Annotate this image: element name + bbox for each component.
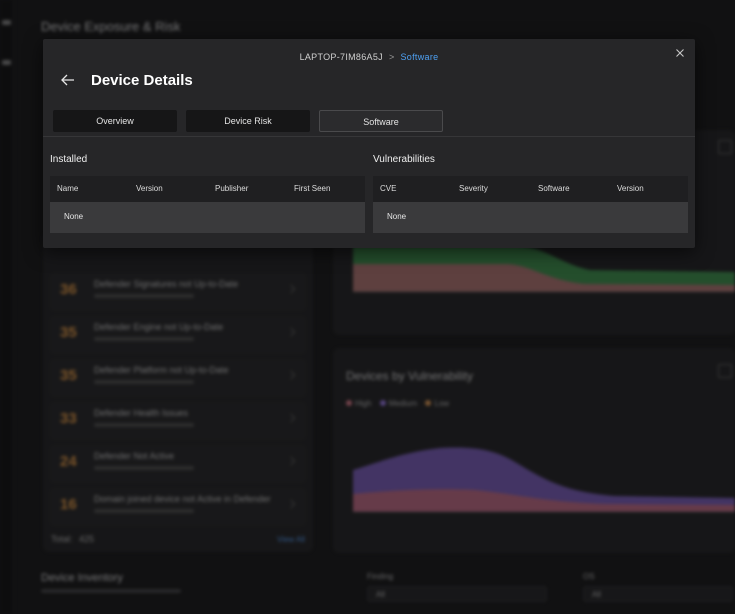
page-title: Device Details [91, 72, 193, 89]
vulnerability-chart-card [333, 348, 735, 553]
section-title: Device Exposure & Risk [41, 19, 181, 34]
column-header[interactable]: CVE [380, 184, 397, 193]
select-value: All [592, 590, 601, 599]
issue-row[interactable]: 24 Defender Not Active [50, 445, 306, 483]
issue-subtitle [94, 509, 194, 513]
divider [43, 136, 695, 137]
chevron-right-icon [286, 499, 296, 509]
column-header[interactable]: Severity [459, 184, 488, 193]
inventory-title: Device Inventory [41, 572, 123, 584]
chart-area-purple [353, 447, 735, 512]
issue-title: Defender Not Active [94, 451, 175, 461]
device-details-modal: LAPTOP-7IM86A5J > Software Device Details … [43, 39, 695, 248]
filter-label: Finding [367, 572, 394, 581]
chevron-right-icon [286, 413, 296, 423]
exposure-chart [353, 246, 735, 293]
total-label: Total: [51, 534, 73, 544]
chart-menu-icon[interactable] [718, 364, 732, 378]
breadcrumb-current[interactable]: Software [400, 52, 439, 62]
legend-dot [346, 400, 352, 406]
chart-area-green [353, 246, 735, 292]
issue-row[interactable]: 35 Defender Platform not Up-to-Date [50, 359, 306, 397]
issue-subtitle [94, 337, 194, 341]
issue-count: 35 [60, 367, 77, 384]
select-value: All [376, 590, 385, 599]
issue-row[interactable]: 16 Domain joined device not Active in De… [50, 488, 306, 526]
issue-row[interactable]: 36 Defender Signatures not Up-to-Date [50, 273, 306, 311]
column-header[interactable]: Name [57, 184, 79, 193]
issue-row[interactable]: 35 Defender Engine not Up-to-Date [50, 316, 306, 354]
issue-count: 33 [60, 410, 77, 427]
table-row: None [373, 202, 688, 233]
chart-legend: High Medium Low [340, 399, 449, 408]
breadcrumb: LAPTOP-7IM86A5J > Software [43, 52, 695, 62]
legend-label: High [355, 399, 372, 408]
column-header[interactable]: Version [617, 184, 644, 193]
issue-title: Defender Health Issues [94, 408, 189, 418]
legend-dot [425, 400, 432, 406]
issue-count: 16 [60, 496, 77, 513]
table-row: None [50, 202, 365, 233]
chart-title: Devices by Vulnerability [346, 369, 473, 383]
tab-software[interactable]: Software [319, 110, 443, 132]
chart-area-red [353, 264, 735, 292]
view-all-link[interactable]: View All [277, 535, 305, 544]
empty-message: None [64, 212, 84, 221]
issue-title: Defender Engine not Up-to-Date [94, 322, 224, 332]
empty-message: None [387, 212, 407, 221]
chevron-right-icon [286, 327, 296, 337]
issue-count: 24 [60, 453, 77, 470]
issue-count: 36 [60, 281, 77, 298]
column-header[interactable]: Version [136, 184, 163, 193]
breadcrumb-device[interactable]: LAPTOP-7IM86A5J [299, 52, 383, 62]
filter-label: OS [583, 572, 595, 581]
column-header[interactable]: Publisher [215, 184, 249, 193]
table-header: CVE Severity Software Version [373, 176, 688, 202]
table-header: Name Version Publisher First Seen [50, 176, 365, 202]
issue-row[interactable]: 33 Defender Health Issues [50, 402, 306, 440]
close-icon[interactable] [674, 47, 686, 59]
issue-title: Domain joined device not Active in Defen… [94, 494, 271, 504]
chevron-right-icon [286, 456, 296, 466]
chevron-right-icon [286, 370, 296, 380]
nav-icon [2, 60, 11, 65]
issue-subtitle [94, 423, 194, 427]
os-select[interactable]: All [583, 586, 733, 602]
column-header[interactable]: Software [538, 184, 570, 193]
tab-overview[interactable]: Overview [53, 110, 177, 132]
total-value: 425 [79, 534, 95, 544]
chart-area-red [353, 489, 735, 512]
legend-dot [379, 400, 386, 406]
finding-select[interactable]: All [367, 586, 547, 602]
issue-subtitle [94, 294, 194, 298]
issue-count: 35 [60, 324, 77, 341]
nav-icon [2, 20, 11, 25]
issue-title: Defender Platform not Up-to-Date [94, 365, 229, 375]
nav-rail [0, 0, 14, 614]
tab-device-risk[interactable]: Device Risk [186, 110, 310, 132]
column-header[interactable]: First Seen [294, 184, 331, 193]
chevron-right-icon [286, 284, 296, 294]
legend-label: Medium [388, 399, 418, 408]
inventory-subtitle [41, 589, 181, 593]
issue-title: Defender Signatures not Up-to-Date [94, 279, 239, 289]
back-arrow-icon[interactable] [60, 72, 76, 88]
chart-menu-icon[interactable] [718, 140, 732, 154]
vulnerabilities-label: Vulnerabilities [373, 154, 435, 165]
legend-label: Low [434, 399, 450, 408]
installed-table: Name Version Publisher First Seen None [50, 176, 365, 233]
vulnerabilities-table: CVE Severity Software Version None [373, 176, 688, 233]
issue-subtitle [94, 466, 194, 470]
breadcrumb-separator: > [388, 52, 395, 62]
issue-subtitle [94, 380, 194, 384]
installed-label: Installed [50, 154, 88, 165]
vulnerability-chart [353, 447, 735, 513]
issues-total: Total: 425 [51, 534, 94, 544]
